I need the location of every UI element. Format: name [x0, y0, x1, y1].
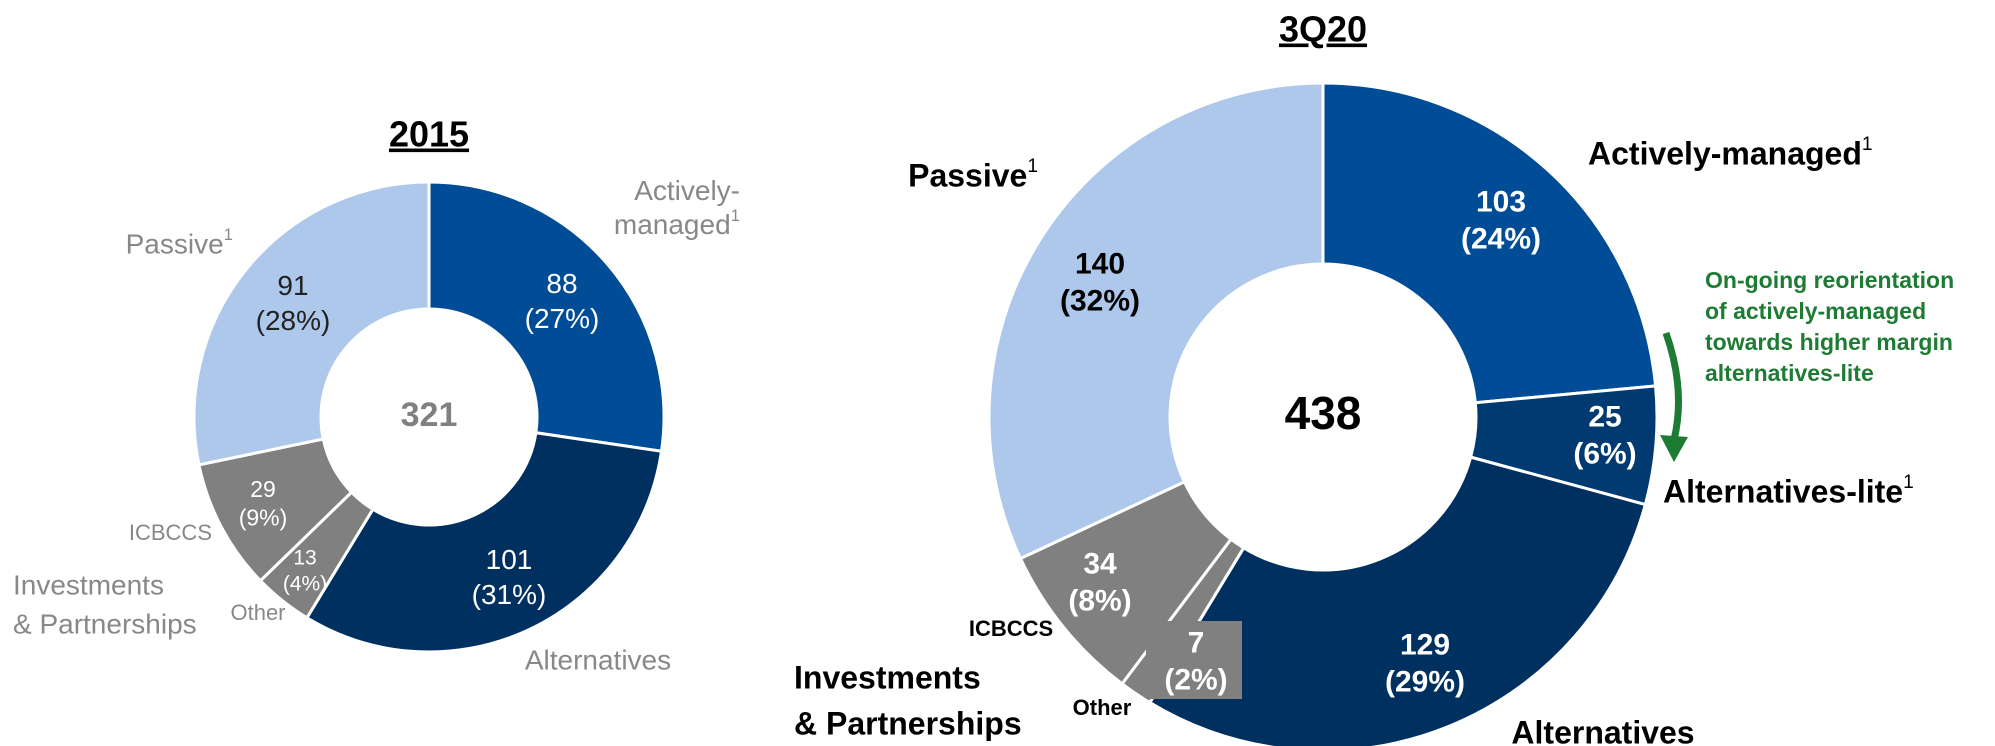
group-label: & Partnerships: [794, 705, 1022, 741]
chart-title: 2015: [389, 114, 469, 155]
footnote: 1: [731, 206, 740, 225]
data-label: 103: [1476, 185, 1526, 218]
category-label: Actively-managed1: [614, 176, 740, 241]
category-label: Alternatives-lite1: [1663, 472, 1914, 510]
data-label: 25: [1588, 400, 1621, 433]
data-label: 88: [546, 268, 577, 299]
chart-title: 3Q20: [1279, 9, 1367, 50]
data-label: 101: [486, 544, 533, 575]
group-label: Investments: [13, 569, 164, 600]
category-label: Alternatives: [1511, 714, 1694, 746]
center-total: 321: [401, 396, 458, 434]
category-label: Alternatives: [525, 644, 671, 675]
donut-segment: [987, 81, 1325, 561]
group-label: Investments: [794, 659, 981, 695]
annotation-arrowhead: [1660, 435, 1688, 462]
label-box: [1146, 621, 1242, 699]
share-label: (29%): [1385, 666, 1465, 699]
data-label: 29: [250, 476, 276, 502]
share-label: (28%): [256, 305, 331, 336]
donut-segment: [192, 180, 431, 467]
share-label: (8%): [1068, 585, 1131, 618]
category-label-line: managed: [614, 209, 731, 240]
donut-segment: [427, 180, 666, 453]
footnote: 1: [1903, 472, 1914, 493]
footnote: 1: [224, 226, 233, 245]
category-label: Other: [230, 600, 285, 625]
data-label: 129: [1400, 628, 1450, 661]
footnote: 1: [1862, 134, 1873, 155]
data-label: 91: [277, 270, 308, 301]
annotation: of actively-managed: [1705, 298, 1926, 324]
group-label: & Partnerships: [13, 608, 197, 639]
category-label: ICBCCS: [969, 616, 1053, 641]
share-label: (27%): [525, 303, 600, 334]
share-label: (31%): [472, 579, 547, 610]
annotation-arrow: [1662, 331, 1682, 441]
category-label: Other: [1073, 695, 1132, 720]
share-label: (24%): [1461, 223, 1541, 256]
category-label: Passive1: [908, 156, 1038, 194]
annotation: towards higher margin: [1705, 329, 1953, 355]
data-label: 34: [1083, 547, 1117, 580]
donut-segment: [304, 431, 664, 654]
category-label: Passive1: [126, 226, 233, 260]
donut-segment: [1321, 81, 1658, 405]
annotation: On-going reorientation: [1705, 267, 1954, 293]
data-label: 13: [293, 547, 316, 570]
share-label: (4%): [283, 573, 327, 596]
category-label: ICBCCS: [129, 520, 212, 545]
center-total: 438: [1285, 387, 1362, 439]
footnote: 1: [1027, 156, 1038, 177]
share-label: (32%): [1060, 285, 1140, 318]
data-label: 7: [1188, 626, 1205, 659]
donut-segment: [1147, 455, 1648, 746]
data-label: 140: [1075, 247, 1125, 280]
share-label: (6%): [1573, 438, 1636, 471]
annotation: alternatives-lite: [1705, 360, 1874, 386]
category-label: Actively-managed1: [1588, 134, 1873, 172]
share-label: (2%): [1164, 664, 1227, 697]
category-label-line: Actively-: [634, 176, 740, 207]
share-label: (9%): [239, 504, 288, 530]
